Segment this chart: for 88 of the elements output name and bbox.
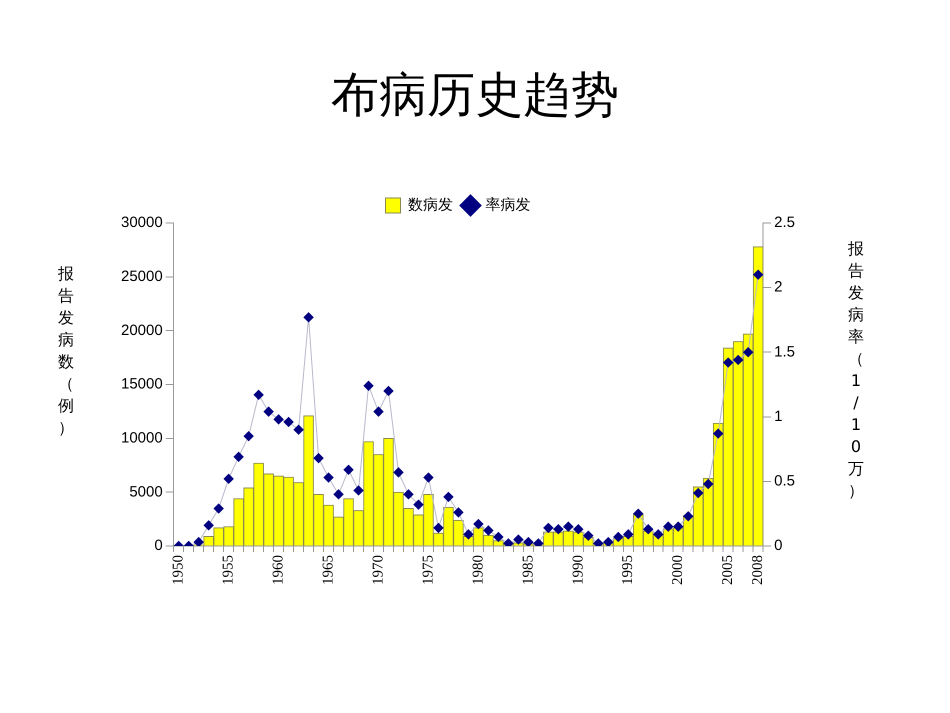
y2-tick-label: 1.5 [774, 343, 796, 360]
x-tick-label: 1960 [270, 555, 287, 585]
point [693, 488, 704, 498]
point [733, 354, 744, 365]
point [364, 380, 374, 391]
point [483, 525, 494, 536]
x-tick-label: 1985 [520, 555, 536, 585]
x-tick-label: 1975 [420, 555, 436, 585]
chart-title: 布病历史趋势 [330, 66, 620, 125]
x-tick-label: 1950 [170, 555, 187, 585]
point [194, 537, 204, 546]
point [374, 406, 384, 417]
point [244, 431, 254, 442]
y-tick-label: 10000 [120, 429, 163, 446]
x-tick-label: 1995 [620, 555, 636, 585]
point [673, 522, 684, 532]
point [214, 504, 224, 514]
point [204, 520, 214, 530]
point [354, 485, 364, 496]
x-tick-label: 2000 [670, 555, 686, 585]
point [344, 464, 354, 475]
y-tick-label: 0 [154, 537, 163, 554]
point [493, 532, 504, 542]
point [613, 532, 624, 542]
y2-tick-label: 1 [774, 408, 782, 425]
point [653, 529, 664, 540]
point [663, 522, 674, 532]
y-axis-title: 报告发病数（例） [58, 263, 74, 439]
point [384, 386, 394, 396]
point [503, 538, 514, 546]
point [413, 500, 424, 510]
point [623, 529, 634, 540]
y-tick-label: 20000 [120, 322, 163, 339]
point [643, 524, 654, 534]
point [403, 489, 414, 500]
point [633, 508, 644, 519]
point [473, 519, 484, 530]
legend-label: 数病发 [408, 195, 453, 214]
point [254, 390, 264, 400]
point [533, 538, 544, 546]
point [443, 492, 454, 502]
point [453, 507, 464, 518]
point [723, 358, 734, 368]
x-tick-label: 1990 [570, 555, 586, 585]
x-tick-label: 1955 [220, 555, 237, 585]
point [433, 522, 444, 533]
x-tick-label: 2008 [750, 555, 766, 585]
point [294, 424, 304, 435]
x-tick-label: 1980 [470, 555, 486, 585]
point [513, 534, 524, 545]
point [284, 416, 294, 427]
legend-label: 率病发 [486, 195, 530, 214]
point [264, 406, 274, 417]
x-tick-label: 1970 [370, 555, 386, 585]
point [703, 478, 714, 489]
point [393, 467, 404, 478]
point [563, 522, 574, 532]
point [334, 489, 344, 500]
point [753, 270, 764, 280]
point [463, 529, 474, 540]
point [743, 347, 754, 358]
point [523, 537, 534, 546]
point [603, 537, 614, 546]
y-tick-label: 30000 [120, 214, 163, 232]
point [683, 511, 694, 522]
point [713, 428, 724, 439]
y2-tick-label: 2 [774, 278, 782, 296]
x-tick-label: 1965 [320, 555, 336, 585]
point [314, 453, 324, 464]
point [224, 474, 234, 484]
point [423, 472, 434, 483]
y2-tick-label: 2.5 [774, 214, 796, 232]
point [543, 522, 554, 533]
point [593, 538, 604, 546]
x-tick-label: 2005 [720, 555, 736, 585]
text: 报告发病率（1/10万） [848, 239, 864, 500]
point [324, 472, 334, 483]
y2-tick-label: 0 [774, 537, 782, 554]
point [553, 524, 564, 534]
y-tick-label: 25000 [120, 268, 163, 285]
y-tick-label: 15000 [120, 376, 163, 393]
point [583, 530, 594, 541]
point [234, 452, 244, 462]
point [274, 414, 284, 424]
point [573, 524, 584, 534]
y2-tick-label: 0.5 [774, 472, 796, 490]
y-tick-label: 5000 [129, 483, 163, 500]
point [304, 312, 314, 322]
